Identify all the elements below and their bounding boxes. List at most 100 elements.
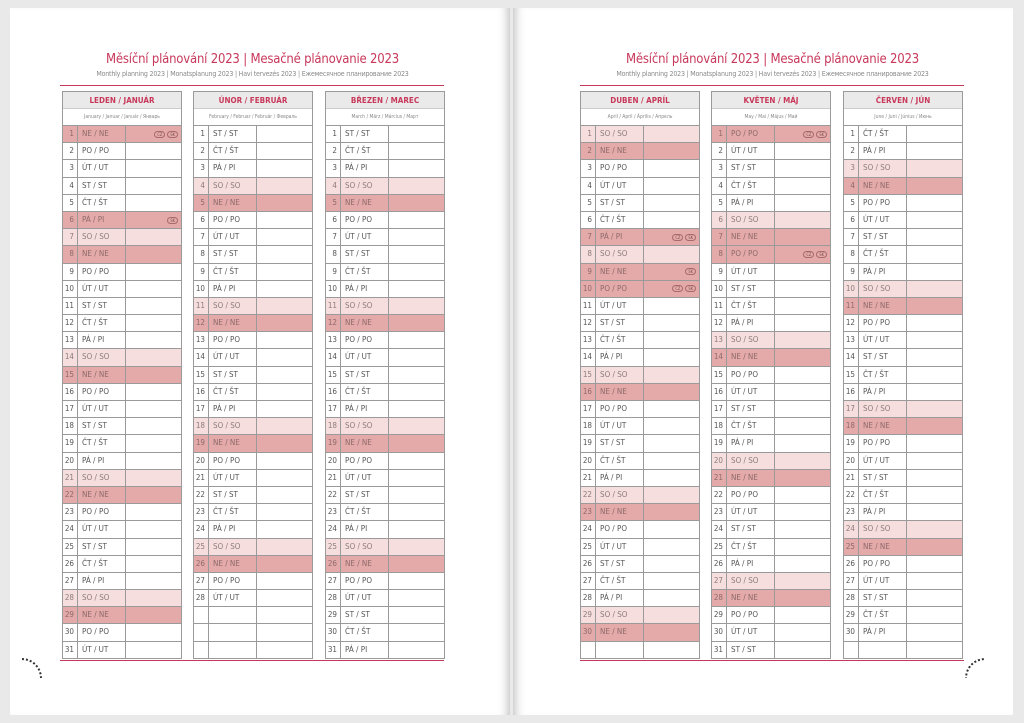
day-number: 24 [581, 521, 596, 538]
day-row: 9 NE / NE SK [581, 263, 699, 281]
weekday-label: ÚT / UT [78, 280, 126, 297]
day-row: 2 PÁ / PI [844, 143, 962, 161]
notes-cell [257, 384, 312, 400]
day-row: 12 PO / PO [844, 315, 962, 333]
day-row: 26 PÁ / PI [712, 555, 830, 573]
day-row: 14 NE / NE [712, 349, 830, 367]
day-number: 10 [194, 280, 209, 297]
notes-cell [257, 607, 312, 623]
notes-cell [775, 332, 830, 348]
day-row [194, 607, 312, 625]
notes-cell [907, 642, 962, 658]
day-number: 4 [712, 177, 727, 194]
day-row: 21 ST / ST [844, 469, 962, 487]
day-number: 15 [63, 366, 78, 383]
day-row [581, 641, 699, 659]
notes-cell [644, 573, 699, 589]
weekday-label: ČT / ŠT [78, 435, 126, 452]
day-row: 7 SO / SO [63, 229, 181, 247]
notes-cell [907, 521, 962, 537]
day-row: 17 PÁ / PI [326, 401, 444, 419]
notes-cell [907, 160, 962, 176]
weekday-label: PO / PO [596, 521, 644, 538]
weekday-label: ČT / ŠT [78, 194, 126, 211]
notes-cell [775, 521, 830, 537]
day-row: 7 ÚT / UT [326, 229, 444, 247]
day-number: 16 [194, 383, 209, 400]
day-number: 6 [326, 211, 341, 229]
notes-cell [907, 264, 962, 280]
notes-cell [389, 229, 444, 245]
weekday-label: PÁ / PI [341, 641, 389, 658]
day-number: 11 [63, 297, 78, 315]
weekday-label: NE / NE [596, 143, 644, 160]
holiday-badge-cz: CZ [672, 233, 684, 241]
day-number: 20 [194, 452, 209, 469]
day-row: 29 NE / NE [63, 607, 181, 625]
weekday-label: NE / NE [78, 366, 126, 383]
day-row: 28 SO / SO [63, 590, 181, 608]
weekday-label: ČT / ŠT [596, 572, 644, 590]
notes-cell [644, 470, 699, 486]
day-row: 26 ST / ST [581, 555, 699, 573]
day-number: 21 [326, 469, 341, 486]
day-number: 5 [194, 194, 209, 211]
day-number: 10 [326, 280, 341, 297]
notes-cell [389, 453, 444, 469]
weekday-label: NE / NE [596, 383, 644, 400]
weekday-label: NE / NE [596, 504, 644, 521]
notes-cell [775, 590, 830, 606]
weekday-label: ČT / ŠT [727, 418, 775, 435]
notes-cell [257, 281, 312, 297]
day-row: 9 ÚT / UT [712, 263, 830, 281]
notes-cell [907, 229, 962, 245]
day-number: 18 [194, 418, 209, 435]
day-row: 8 NE / NE [63, 246, 181, 264]
holiday-badge-sk: SK [685, 285, 696, 293]
day-number: 2 [63, 143, 78, 160]
weekday-label: ST / ST [78, 538, 126, 555]
notes-cell [257, 573, 312, 589]
day-number: 14 [581, 349, 596, 366]
notes-cell [907, 143, 962, 159]
day-row: 12 NE / NE [326, 315, 444, 333]
notes-cell: SK [644, 264, 699, 280]
notes-cell [257, 126, 312, 142]
weekday-label: ČT / ŠT [859, 486, 907, 504]
day-number: 1 [194, 126, 209, 143]
notes-cell [389, 556, 444, 572]
weekday-label: SO / SO [341, 418, 389, 435]
weekday-label: PÁ / PI [78, 452, 126, 469]
month-translations: March / März / Március / Март [326, 109, 444, 126]
notes-cell [775, 367, 830, 383]
day-row: 6 PÁ / PI SK [63, 211, 181, 230]
notes-cell [389, 246, 444, 262]
weekday-label: NE / NE [78, 246, 126, 263]
day-row: 24 ST / ST [712, 521, 830, 539]
weekday-label: PO / PO [859, 315, 907, 332]
weekday-label: PO / PO [859, 555, 907, 572]
day-row: 17 PÁ / PI [194, 401, 312, 419]
weekday-label: ÚT / UT [341, 590, 389, 607]
month-april: DUBEN / APRÍL April / April / Április / А… [580, 91, 700, 659]
day-number: 29 [581, 607, 596, 624]
notes-cell [907, 401, 962, 417]
day-row: 6 SO / SO [712, 211, 830, 230]
weekday-label: PO / PO [209, 572, 257, 590]
weekday-label: ST / ST [209, 366, 257, 383]
holiday-badge-sk: SK [167, 216, 178, 224]
day-row: 5 NE / NE [326, 194, 444, 212]
day-number: 31 [63, 641, 78, 658]
day-row: 29 ČT / ŠT [844, 607, 962, 625]
notes-cell: CZ SK [126, 126, 181, 142]
day-number: 26 [712, 555, 727, 572]
notes-cell [126, 573, 181, 589]
weekday-label: PO / PO [859, 194, 907, 211]
weekday-label: ST / ST [727, 641, 775, 658]
notes-cell [389, 160, 444, 176]
day-number: 3 [194, 160, 209, 177]
day-number: 8 [712, 246, 727, 263]
day-number: 30 [581, 624, 596, 641]
weekday-label: PO / PO [78, 504, 126, 521]
weekday-label: NE / NE [727, 590, 775, 607]
